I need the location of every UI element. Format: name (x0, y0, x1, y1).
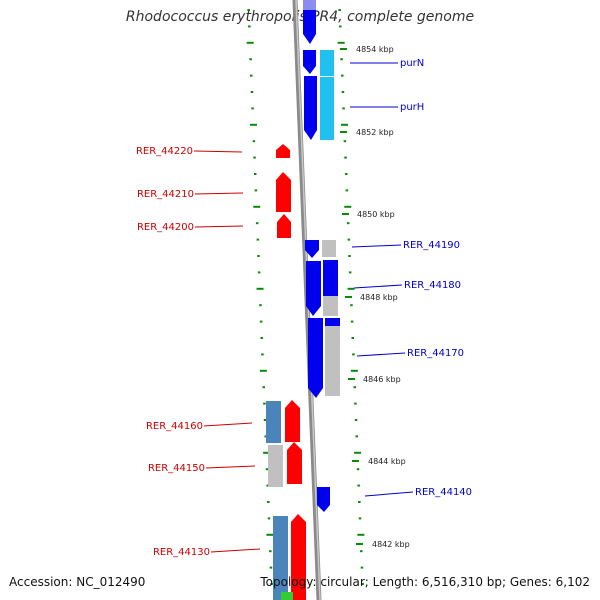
ruler-label: 4852 kbp (356, 128, 394, 137)
ruler-label: 4844 kbp (368, 457, 406, 466)
gene-label-RER_44180[interactable]: RER_44180 (404, 280, 461, 291)
gene-arrow-RER_44220[interactable] (276, 144, 290, 158)
gene-arrow-RER_44140[interactable] (317, 487, 330, 512)
gene-arrow-purN[interactable] (303, 50, 316, 74)
gene-label-RER_44160[interactable]: RER_44160 (146, 421, 203, 432)
gene-arrow-RER_44190[interactable] (305, 240, 319, 258)
gene-arrow-RER_44150[interactable] (287, 442, 302, 484)
gene-label-RER_44200[interactable]: RER_44200 (137, 222, 194, 233)
tick-tracks (246, 9, 365, 585)
gene-label-RER_44170[interactable]: RER_44170 (407, 348, 464, 359)
ruler-label: 4846 kbp (363, 375, 401, 384)
gene-arrow-RER_44130[interactable] (291, 514, 306, 600)
kbp-ruler: 4854 kbp 4852 kbp 4850 kbp 4848 kbp 4846… (340, 45, 410, 549)
cds-purN[interactable] (320, 50, 334, 76)
ruler-label: 4854 kbp (356, 45, 394, 54)
gene-label-RER_44150[interactable]: RER_44150 (148, 463, 205, 474)
gene-arrow-RER_44200[interactable] (277, 214, 291, 238)
gene-arrow-RER_44210[interactable] (276, 172, 291, 212)
reverse-cds-track (266, 401, 293, 600)
gene-arrow-RER_44170[interactable] (308, 318, 323, 398)
gene-arrow-top-partial[interactable] (303, 0, 316, 44)
cds-RER_44160[interactable] (266, 401, 281, 443)
gene-label-purH[interactable]: purH (400, 102, 424, 113)
accession-text: Accession: NC_012490 (9, 575, 146, 589)
forward-cds-track (320, 50, 340, 396)
forward-strand-genes (303, 0, 330, 512)
gene-label-purN[interactable]: purN (400, 58, 424, 69)
cds-RER_44170[interactable] (325, 318, 340, 396)
cds-RER_44130[interactable] (273, 516, 288, 600)
reverse-gene-labels: RER_44220 RER_44210 RER_44200 RER_44160 … (136, 146, 261, 558)
cds-purH[interactable] (320, 77, 334, 140)
gene-arrow-RER_44180[interactable] (306, 261, 321, 316)
cds-RER_44190[interactable] (322, 240, 336, 257)
gene-label-RER_44190[interactable]: RER_44190 (403, 240, 460, 251)
ruler-label: 4850 kbp (357, 210, 395, 219)
reverse-strand-genes (276, 144, 306, 600)
genome-title: Rhodococcus erythropolis PR4, complete g… (125, 9, 475, 25)
ruler-label: 4842 kbp (372, 540, 410, 549)
ruler-label: 4848 kbp (360, 293, 398, 302)
gene-label-RER_44140[interactable]: RER_44140 (415, 487, 472, 498)
gene-label-RER_44220[interactable]: RER_44220 (136, 146, 193, 157)
cds-RER_44150[interactable] (268, 445, 283, 487)
gene-arrow-purH[interactable] (304, 76, 317, 140)
gene-label-RER_44210[interactable]: RER_44210 (137, 189, 194, 200)
gene-label-RER_44130[interactable]: RER_44130 (153, 547, 210, 558)
genome-stats-text: Topology: circular; Length: 6,516,310 bp… (260, 575, 590, 589)
gene-arrow-RER_44160[interactable] (285, 400, 300, 442)
forward-gene-labels: purN purH RER_44190 RER_44180 RER_44170 … (350, 58, 472, 498)
